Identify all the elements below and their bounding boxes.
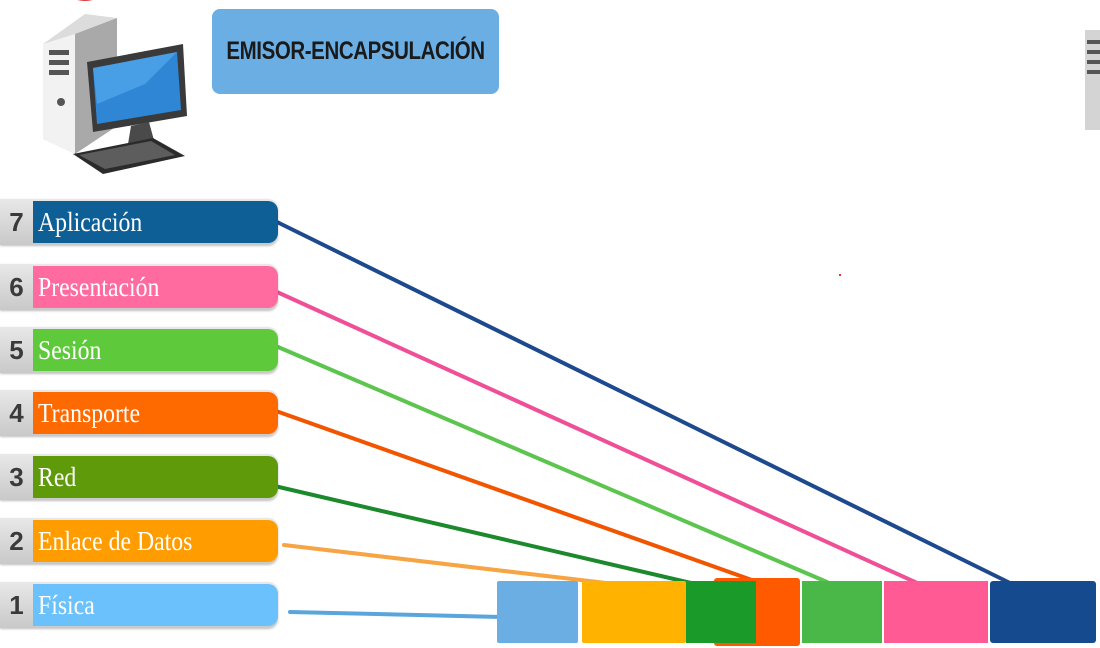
connector-presentacion [264, 285, 939, 594]
layer-number: 6 [9, 271, 24, 302]
layer-fisica: 1 Física [0, 582, 278, 628]
layer-bar: Transporte [33, 392, 278, 434]
banner-title: EMISOR-ENCAPSULACIÓN [226, 37, 485, 65]
connector-fisica [288, 610, 503, 619]
layer-label: Física [38, 589, 95, 620]
frame-segment-aplicacion [990, 581, 1096, 643]
layer-label: Transporte [38, 397, 141, 428]
connector-red [264, 482, 693, 585]
frame-segment-presentacion [884, 581, 988, 643]
layer-transporte: 4 Transporte [0, 390, 278, 436]
frame-segment-fisica [497, 581, 578, 643]
layer-enlace-de-datos: 2 Enlace de Datos [0, 518, 278, 564]
connector-transporte [274, 409, 782, 592]
layer-label: Aplicación [38, 206, 143, 237]
layer-sesion: 5 Sesión [0, 327, 278, 373]
connector-enlace [282, 543, 608, 585]
layer-label: Presentación [38, 271, 160, 302]
layer-number: 3 [9, 461, 24, 492]
layer-number: 5 [9, 334, 24, 365]
layer-number: 4 [9, 397, 24, 428]
layer-bar: Aplicación [33, 201, 278, 243]
layer-number: 2 [9, 525, 24, 556]
connector-aplicacion [275, 220, 1012, 585]
title-banner: EMISOR-ENCAPSULACIÓN [212, 9, 499, 94]
layer-bar: Física [33, 584, 278, 626]
layer-number: 1 [9, 589, 24, 620]
layer-presentacion: 6 Presentación [0, 264, 278, 310]
frame-segment-sesion [802, 581, 882, 643]
red-arc-decoration [77, 0, 93, 1]
layer-bar: Enlace de Datos [33, 520, 278, 562]
layer-label: Sesión [38, 334, 102, 365]
computer-icon [43, 14, 187, 174]
layer-label: Enlace de Datos [38, 525, 193, 556]
layer-aplicacion: 7 Aplicación [0, 199, 278, 245]
layer-label: Red [38, 461, 77, 492]
stray-dot [839, 274, 841, 276]
connector-sesion [262, 339, 829, 584]
layer-bar: Sesión [33, 329, 278, 371]
layer-red: 3 Red [0, 454, 278, 500]
layer-number: 7 [9, 206, 24, 237]
computer-icon-right [1085, 30, 1100, 130]
frame-segment-red-overlap [714, 581, 756, 643]
layer-bar: Presentación [33, 266, 278, 308]
frame-segment-enlace [582, 581, 686, 643]
layer-bar: Red [33, 456, 278, 498]
